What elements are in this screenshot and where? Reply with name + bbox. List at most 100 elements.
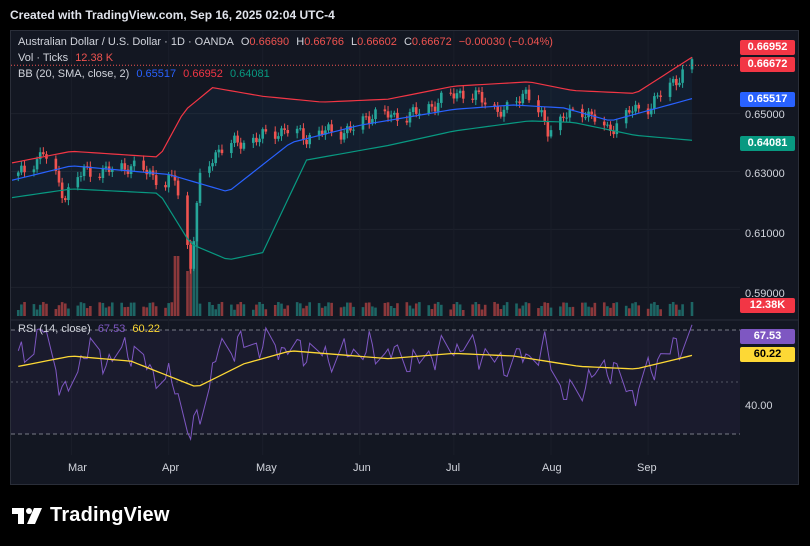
volume-bar — [339, 307, 343, 316]
candle-body — [527, 89, 531, 101]
candle-body — [342, 133, 346, 140]
candle-body — [305, 139, 308, 145]
volume-bar — [389, 306, 393, 316]
candle-body — [126, 169, 130, 174]
volume-bar — [540, 305, 543, 316]
volume-bar — [493, 302, 496, 316]
candle-body — [317, 130, 321, 136]
volume-bar — [233, 309, 236, 316]
volume-bar — [173, 256, 177, 316]
volume-bar — [298, 303, 302, 316]
candle-body — [101, 167, 105, 178]
candle-body — [32, 169, 36, 173]
volume-bar — [239, 302, 243, 316]
volume-bar — [283, 308, 286, 316]
candle-body — [499, 111, 503, 117]
volume-bar — [518, 308, 521, 316]
volume-bar — [82, 303, 86, 316]
volume-bar — [559, 306, 562, 316]
candle-body — [195, 202, 199, 242]
volume-bar — [142, 306, 145, 316]
volume-bar — [192, 241, 196, 316]
rsi-badge: 67.53 — [740, 329, 795, 344]
candle-body — [612, 131, 615, 135]
volume-bar — [584, 302, 587, 316]
volume-bar — [154, 306, 158, 316]
volume-bar — [374, 307, 377, 316]
volume-badge: 12.38K — [740, 298, 795, 313]
volume-bar — [167, 303, 170, 316]
volume-bar — [565, 302, 568, 316]
volume-bar — [449, 309, 453, 316]
volume-bar — [42, 302, 45, 316]
volume-bar — [405, 302, 409, 316]
rsi-value: 67.53 — [97, 323, 126, 335]
volume-bar — [255, 304, 258, 316]
low-label: L — [351, 36, 358, 48]
candle-body — [339, 131, 343, 140]
symbol-legend: Australian Dollar / U.S. Dollar · 1D · O… — [18, 36, 557, 48]
candle-body — [455, 93, 459, 99]
candle-body — [628, 110, 631, 113]
candle-body — [565, 117, 568, 119]
bb-label: BB (20, SMA, close, 2) — [18, 68, 130, 80]
volume-bar — [590, 307, 594, 316]
volume-bar — [324, 306, 327, 316]
bb-band-fill — [12, 57, 692, 260]
lower-band-badge: 0.64081 — [740, 136, 795, 151]
upper-band-badge: 0.66952 — [740, 40, 795, 55]
candle-body — [176, 180, 180, 196]
candle-body — [302, 128, 305, 140]
candle-body — [440, 92, 443, 103]
candle-body — [236, 135, 239, 143]
candle-body — [320, 130, 324, 135]
rsi-ma-value: 60.22 — [132, 323, 160, 335]
candle-body — [198, 172, 202, 203]
volume-bar — [433, 303, 437, 316]
candle-body — [593, 114, 597, 122]
volume-bar — [57, 305, 61, 316]
volume-bar — [367, 302, 371, 316]
volume-bar — [427, 305, 431, 316]
candle-body — [129, 166, 133, 174]
volume-bar — [458, 304, 462, 316]
candle-body — [480, 91, 484, 103]
volume-bar — [690, 302, 694, 316]
volume-bar — [624, 305, 628, 316]
candle-body — [89, 166, 92, 177]
volume-bar — [628, 308, 631, 316]
candle-body — [671, 78, 675, 83]
volume-bar — [480, 309, 484, 316]
candle-body — [327, 124, 330, 131]
candle-body — [609, 124, 612, 132]
candle-body — [255, 137, 258, 143]
volume-bar — [653, 302, 656, 316]
volume-bar — [646, 308, 650, 316]
volume-bar — [110, 302, 114, 316]
volume-bar — [396, 303, 399, 316]
volume-bar — [602, 302, 606, 316]
candle-body — [154, 175, 158, 185]
price-tick-label: 0.65000 — [745, 109, 785, 121]
candle-body — [430, 104, 434, 107]
candle-body — [211, 163, 214, 167]
candle-body — [458, 90, 462, 94]
candle-body — [349, 126, 352, 131]
volume-bar — [264, 309, 268, 316]
volume-bar — [593, 302, 597, 316]
candle-body — [471, 98, 474, 100]
volume-bar — [176, 256, 180, 316]
price-tick-label: 0.59000 — [745, 288, 785, 300]
volume-bar — [211, 304, 214, 316]
candle-body — [23, 165, 26, 173]
volume-bar — [261, 303, 264, 316]
candle-body — [261, 129, 264, 139]
volume-bar — [295, 302, 299, 316]
candle-body — [38, 152, 42, 160]
candle-body — [239, 142, 243, 149]
high-value: 0.66766 — [304, 36, 344, 48]
volume-bar — [656, 304, 659, 316]
rsi-ma-line — [18, 350, 693, 387]
candle-body — [280, 128, 283, 137]
